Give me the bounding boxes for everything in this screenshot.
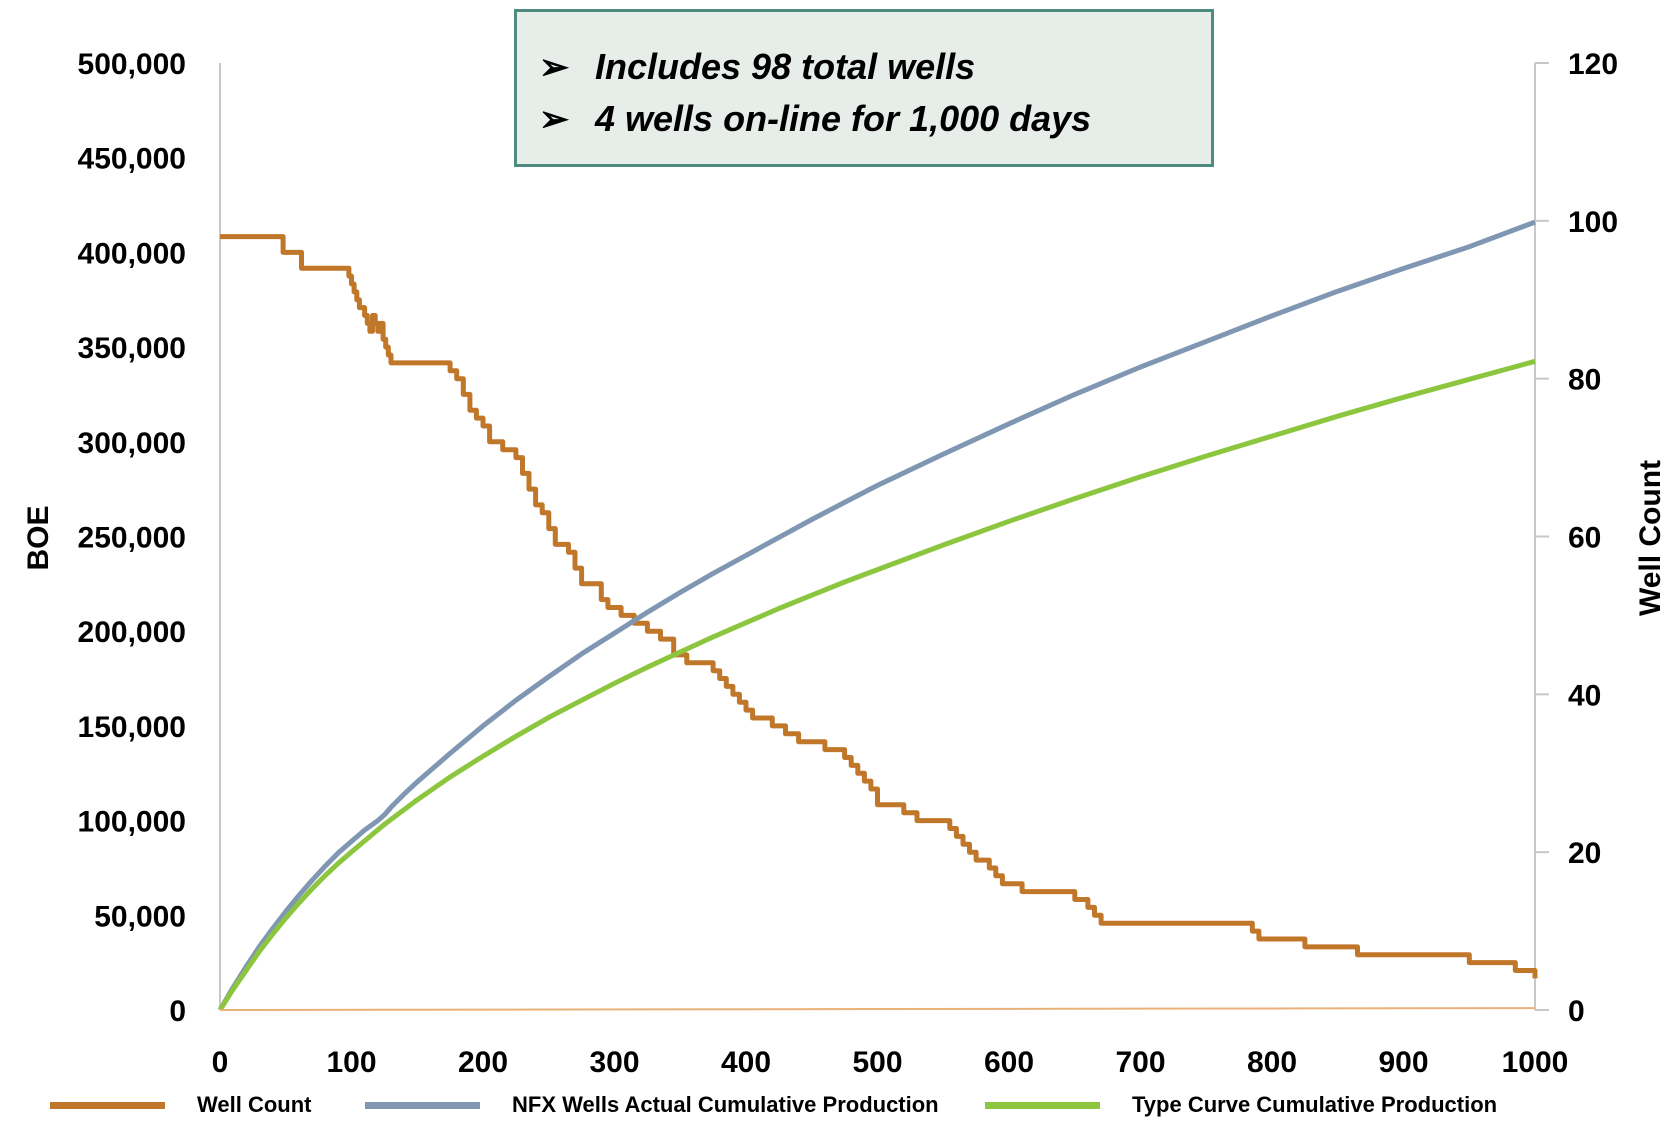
x-tick-label: 500 xyxy=(852,1046,902,1079)
y-tick-label: 300,000 xyxy=(78,427,186,460)
legend-label: Well Count xyxy=(197,1092,312,1117)
legend-label: Type Curve Cumulative Production xyxy=(1132,1092,1498,1117)
series-line-type-curve-cumulative-production xyxy=(217,358,1536,1012)
y-tick-label: 150,000 xyxy=(78,711,186,744)
callout-line-1: ➢ Includes 98 total wells xyxy=(539,46,975,88)
chart-axes xyxy=(219,62,1549,1011)
chart-legend: Well Count NFX Wells Actual Cumulative P… xyxy=(0,1090,1675,1120)
y2-tick-label: 80 xyxy=(1568,364,1601,397)
y-tick-label: 0 xyxy=(169,995,186,1028)
series-line-well-count xyxy=(220,234,1538,979)
x-tick-label: 600 xyxy=(984,1046,1034,1079)
y2-tick-label: 40 xyxy=(1568,679,1601,712)
arrow-bullet-icon: ➢ xyxy=(539,46,570,87)
x-tick-label: 100 xyxy=(326,1046,376,1079)
y2-tick-label: 0 xyxy=(1568,995,1585,1028)
chart-tick-labels: 0 50,000 100,000 150,000 200,000 250,000 300,0… xyxy=(78,48,1619,1079)
x-tick-label: 900 xyxy=(1378,1046,1428,1079)
series-line-nfx-wells-actual-cumulative-production xyxy=(217,219,1536,1012)
series-line-baseline xyxy=(219,1007,1536,1011)
callout-text-2: 4 wells on-line for 1,000 days xyxy=(595,98,1092,139)
y-tick-label: 50,000 xyxy=(94,900,186,933)
y-tick-label: 450,000 xyxy=(78,143,186,176)
y-tick-label: 400,000 xyxy=(78,237,186,270)
legend-label: NFX Wells Actual Cumulative Production xyxy=(512,1092,939,1117)
arrow-bullet-icon: ➢ xyxy=(539,98,570,139)
legend-item-type-curve: Type Curve Cumulative Production xyxy=(985,1090,1497,1120)
y-axis-title: BOE xyxy=(22,505,55,570)
y-tick-label: 250,000 xyxy=(78,522,186,555)
y-tick-label: 350,000 xyxy=(78,332,186,365)
y-tick-label: 500,000 xyxy=(78,48,186,81)
x-tick-label: 700 xyxy=(1115,1046,1165,1079)
x-tick-label: 1000 xyxy=(1502,1046,1569,1079)
callout-line-2: ➢ 4 wells on-line for 1,000 days xyxy=(539,98,1091,140)
callout-box: ➢ Includes 98 total wells ➢ 4 wells on-lin… xyxy=(514,9,1214,167)
legend-swatch xyxy=(50,1101,165,1109)
chart-series xyxy=(217,219,1538,1012)
legend-swatch xyxy=(985,1101,1100,1109)
y2-tick-label: 60 xyxy=(1568,522,1601,555)
x-tick-label: 200 xyxy=(458,1046,508,1079)
legend-item-nfx-actual: NFX Wells Actual Cumulative Production xyxy=(365,1090,939,1120)
legend-swatch xyxy=(365,1101,480,1109)
x-tick-label: 800 xyxy=(1247,1046,1297,1079)
callout-text-1: Includes 98 total wells xyxy=(595,46,976,87)
legend-item-well-count: Well Count xyxy=(50,1090,311,1120)
y2-tick-label: 100 xyxy=(1568,206,1618,239)
y2-axis-title: Well Count xyxy=(1634,460,1667,616)
x-tick-label: 400 xyxy=(721,1046,771,1079)
x-tick-label: 0 xyxy=(212,1046,229,1079)
y-tick-label: 200,000 xyxy=(78,616,186,649)
x-tick-label: 300 xyxy=(589,1046,639,1079)
y-tick-label: 100,000 xyxy=(78,806,186,839)
y2-tick-label: 20 xyxy=(1568,837,1601,870)
y2-tick-label: 120 xyxy=(1568,48,1618,81)
